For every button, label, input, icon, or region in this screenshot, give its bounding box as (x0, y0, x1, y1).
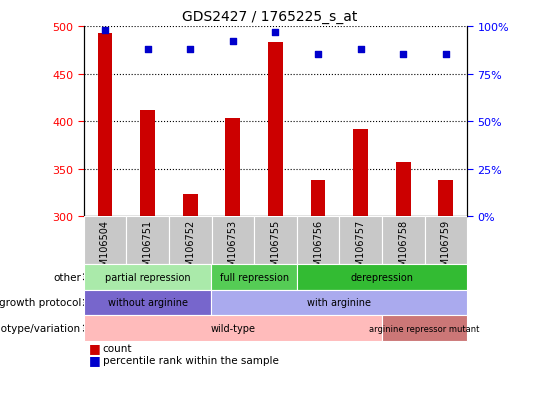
Text: arginine repressor mutant: arginine repressor mutant (369, 324, 480, 333)
Text: GSM106756: GSM106756 (313, 219, 323, 278)
Bar (126, 217, 169, 264)
Bar (254, 217, 296, 264)
Text: GSM106758: GSM106758 (398, 219, 408, 278)
Text: growth protocol: growth protocol (0, 298, 81, 308)
Bar (396, 163, 410, 217)
Bar (438, 181, 453, 217)
Text: GSM106752: GSM106752 (185, 219, 195, 278)
Point (228, 39, 237, 45)
Point (399, 52, 408, 59)
Text: GSM106759: GSM106759 (441, 219, 451, 278)
Bar (296, 217, 339, 264)
Bar (339, 217, 382, 264)
Point (186, 46, 194, 53)
Text: with arginine: with arginine (307, 298, 372, 308)
Text: GSM106757: GSM106757 (356, 219, 366, 278)
Point (271, 29, 280, 36)
Bar (424, 217, 467, 264)
Bar (212, 217, 254, 264)
Bar (353, 129, 368, 217)
Bar (268, 43, 283, 217)
Text: GSM106504: GSM106504 (100, 219, 110, 278)
Point (314, 52, 322, 59)
Text: GSM106755: GSM106755 (271, 219, 280, 278)
Text: without arginine: without arginine (107, 298, 187, 308)
Point (356, 46, 365, 53)
Bar (140, 110, 155, 217)
Text: GSM106753: GSM106753 (228, 219, 238, 278)
Text: percentile rank within the sample: percentile rank within the sample (103, 355, 279, 365)
Text: genotype/variation: genotype/variation (0, 323, 81, 333)
Text: ■: ■ (89, 353, 101, 366)
Point (442, 52, 450, 59)
Text: full repression: full repression (220, 272, 289, 282)
Bar (98, 33, 112, 217)
Bar (225, 119, 240, 217)
Text: GSM106751: GSM106751 (143, 219, 153, 278)
Point (100, 27, 109, 34)
Point (143, 46, 152, 53)
Bar (169, 217, 212, 264)
Text: other: other (53, 272, 81, 282)
Text: GDS2427 / 1765225_s_at: GDS2427 / 1765225_s_at (183, 10, 357, 24)
Text: derepression: derepression (350, 272, 414, 282)
Text: count: count (103, 343, 132, 353)
Bar (382, 217, 424, 264)
Text: wild-type: wild-type (210, 323, 255, 333)
Text: ■: ■ (89, 342, 101, 355)
Text: partial repression: partial repression (105, 272, 191, 282)
Bar (310, 181, 326, 217)
Bar (183, 195, 198, 217)
Bar (84, 217, 126, 264)
